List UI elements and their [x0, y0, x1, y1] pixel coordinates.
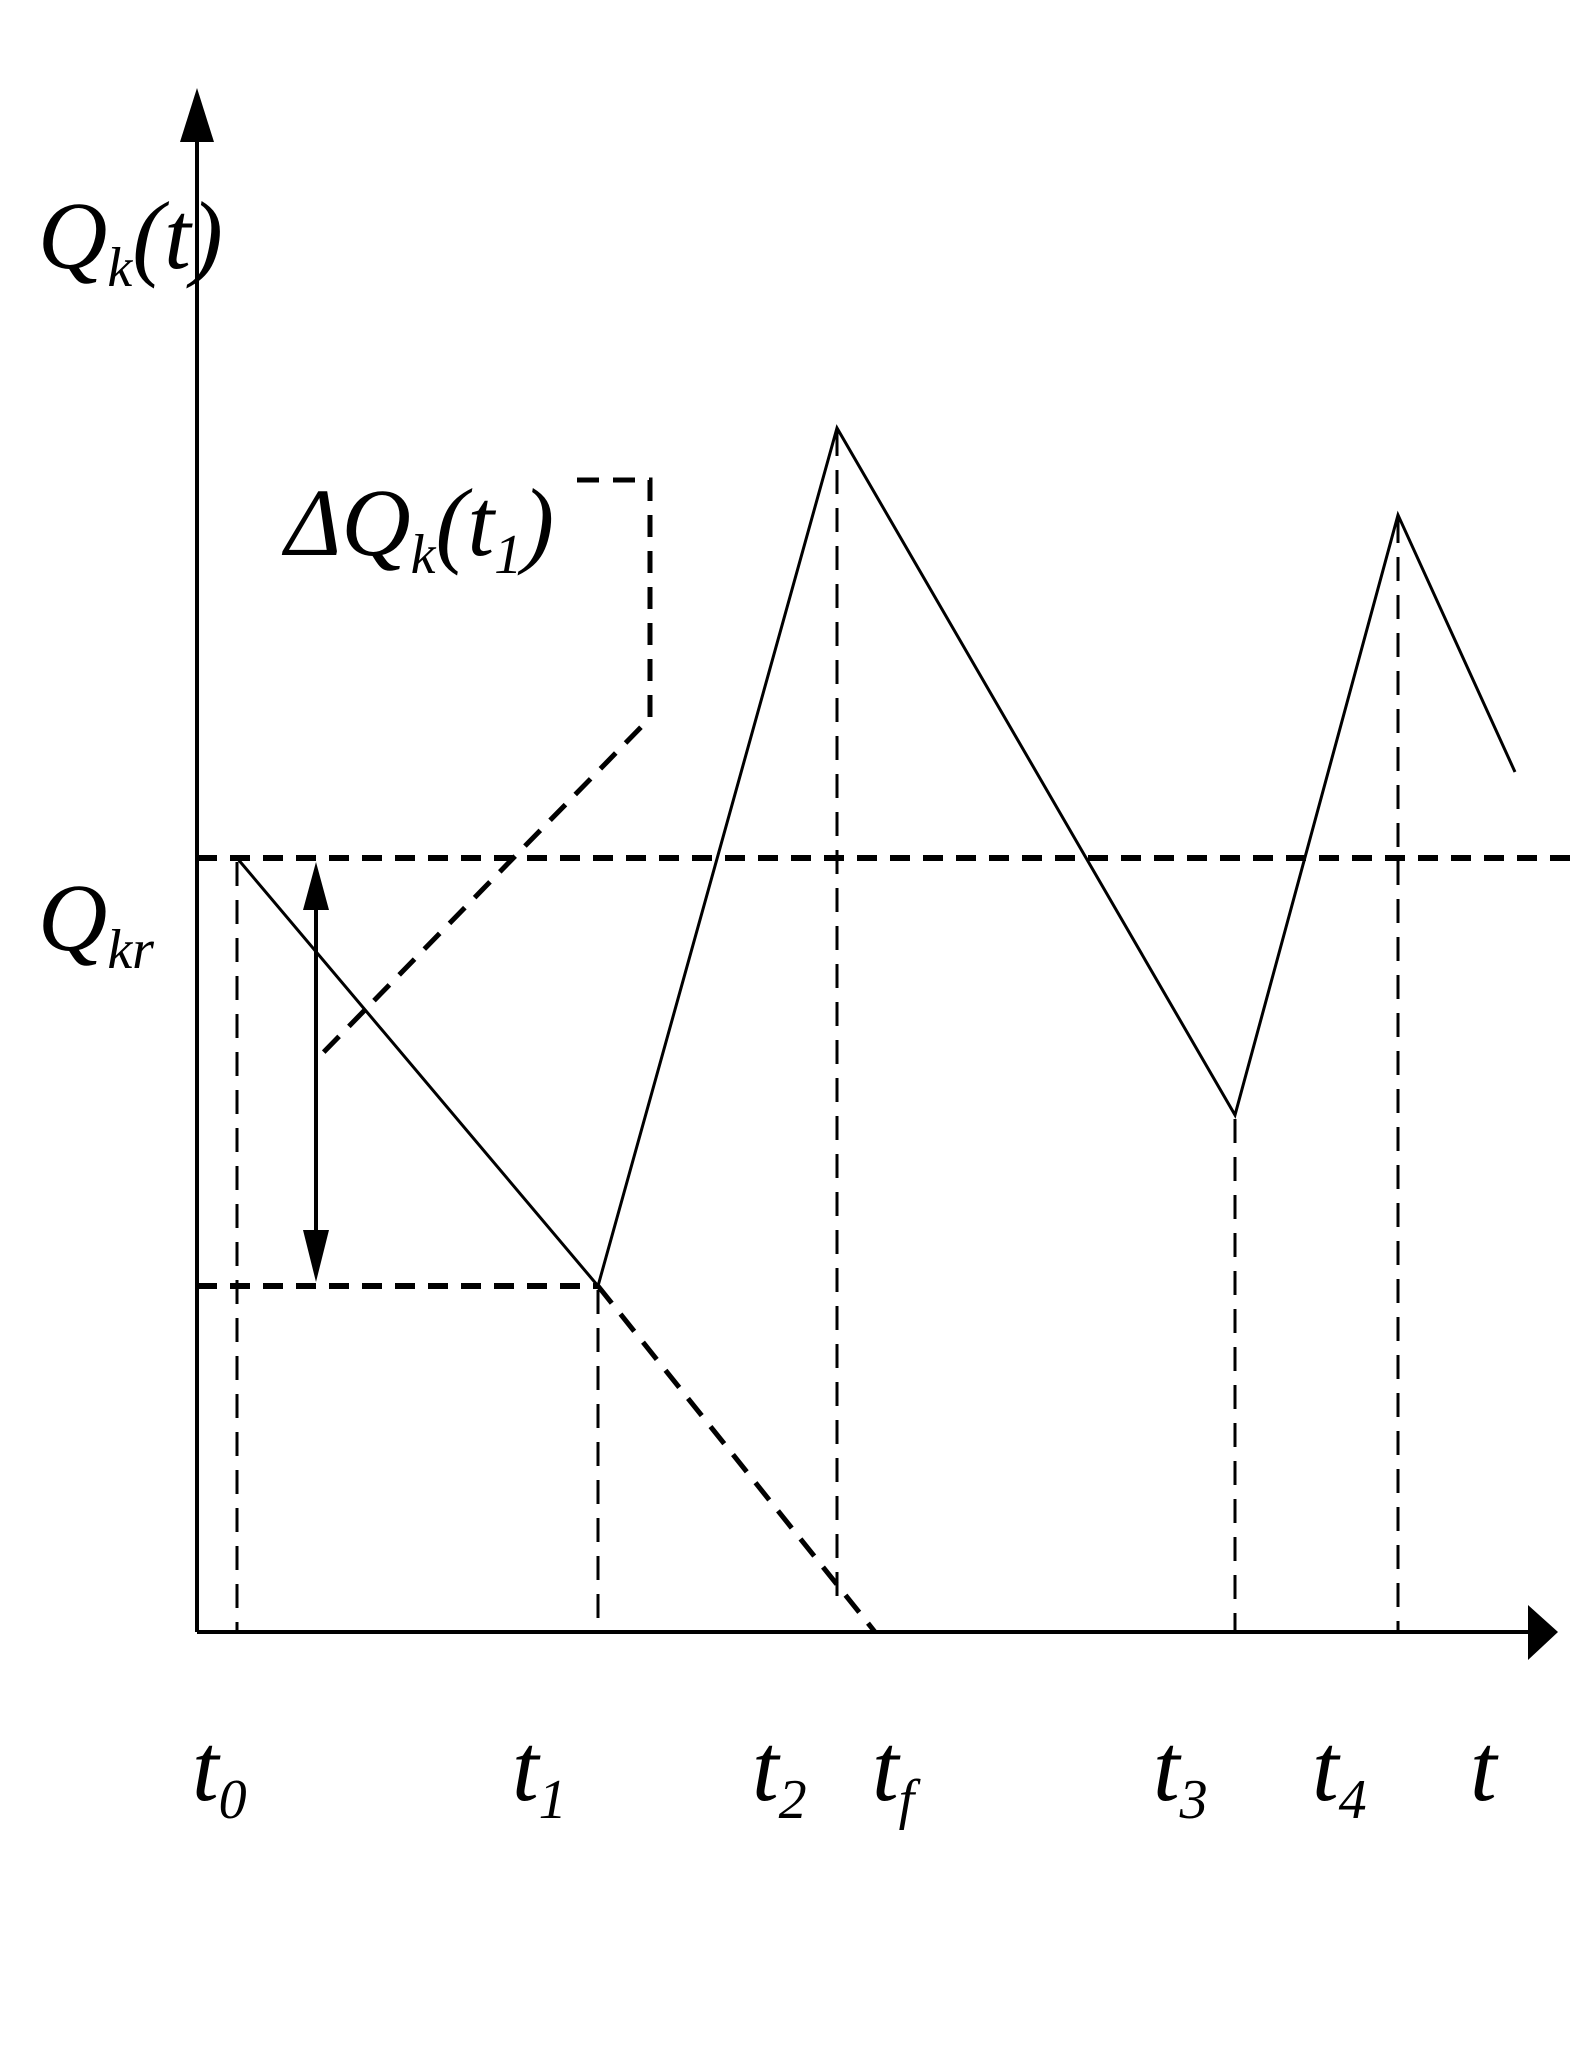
tick-label-t4: t4 [1312, 1714, 1367, 1831]
queue-trajectory [235, 424, 1517, 1290]
tick-label-tf: tf [872, 1714, 922, 1831]
axes [180, 88, 1558, 1660]
delta-q-double-arrow [303, 862, 329, 1282]
x-axis-arrow-icon [1528, 1605, 1558, 1660]
y-axis-arrow-icon [180, 88, 214, 142]
delta-label-leader [314, 477, 653, 1062]
delta-arrow-down-icon [303, 1230, 329, 1282]
tick-label-t0: t0 [192, 1714, 247, 1831]
tick-label-t1: t1 [512, 1714, 567, 1831]
tick-label-t3: t3 [1153, 1714, 1208, 1831]
y-axis-label: Qk(t) [38, 182, 223, 299]
time-drop-lines [235, 432, 1400, 1632]
delta-arrow-up-icon [303, 862, 329, 910]
tick-label-t2: t2 [752, 1714, 807, 1831]
threshold-label: Qkr [38, 864, 154, 981]
delta-label: ΔQk(t1) [281, 469, 554, 586]
x-axis-label: t [1470, 1714, 1499, 1821]
extrapolated-decline [596, 1284, 877, 1634]
